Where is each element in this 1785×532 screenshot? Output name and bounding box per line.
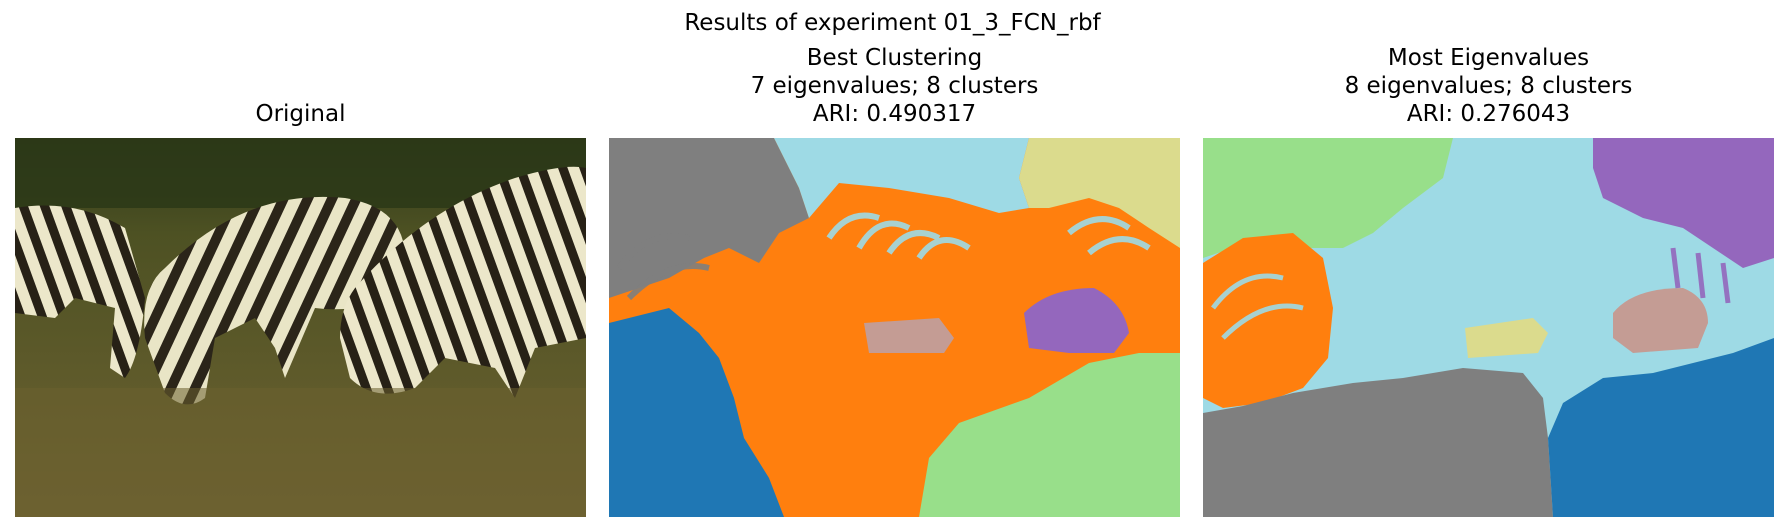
- zebra-photo: [15, 138, 586, 517]
- zebra-right: [340, 166, 586, 398]
- zebra-stripe-edges-gray: [616, 233, 710, 301]
- zebra-stripe-edges: [1211, 273, 1304, 340]
- zebra-middle: [144, 196, 405, 405]
- title-line: 7 eigenvalues; 8 clusters: [750, 73, 1039, 99]
- zebra-left: [15, 205, 145, 378]
- panel-best-clustering-title: Best Clustering 7 eigenvalues; 8 cluster…: [609, 44, 1180, 128]
- panel-original-title: Original: [15, 100, 586, 128]
- panel-original: [15, 138, 586, 517]
- title-line: Original: [255, 101, 346, 127]
- ground-shadow: [15, 388, 586, 517]
- segment-purple: [1024, 288, 1129, 353]
- segmentation-map: [1203, 138, 1774, 517]
- figure-suptitle: Results of experiment 01_3_FCN_rbf: [684, 10, 1101, 36]
- segment-rose: [864, 318, 954, 353]
- segment-khaki: [1465, 318, 1548, 358]
- segment-light-cyan: [774, 138, 1029, 218]
- segment-orange: [1203, 233, 1333, 408]
- segment-light-green: [919, 353, 1180, 517]
- segment-light-green: [1203, 138, 1453, 258]
- segment-purple: [1593, 138, 1774, 268]
- segment-gray: [609, 138, 809, 298]
- segment-gray: [1203, 368, 1553, 517]
- title-line: Best Clustering: [806, 45, 983, 71]
- zebra-stripe-edges: [826, 212, 1151, 260]
- title-line: ARI: 0.490317: [812, 101, 977, 127]
- segment-rose: [1613, 288, 1708, 353]
- title-line: Most Eigenvalues: [1387, 45, 1590, 71]
- panel-best-clustering: [609, 138, 1180, 517]
- title-line: 8 eigenvalues; 8 clusters: [1344, 73, 1633, 99]
- segment-blue: [1548, 338, 1774, 517]
- segmentation-map: [609, 138, 1180, 517]
- segment-khaki: [1019, 138, 1180, 248]
- panel-most-eigenvalues: [1203, 138, 1774, 517]
- purple-fringe: [1670, 247, 1731, 304]
- panel-most-eigenvalues-title: Most Eigenvalues 8 eigenvalues; 8 cluste…: [1203, 44, 1774, 128]
- title-line: ARI: 0.276043: [1406, 101, 1571, 127]
- segment-blue: [609, 308, 784, 517]
